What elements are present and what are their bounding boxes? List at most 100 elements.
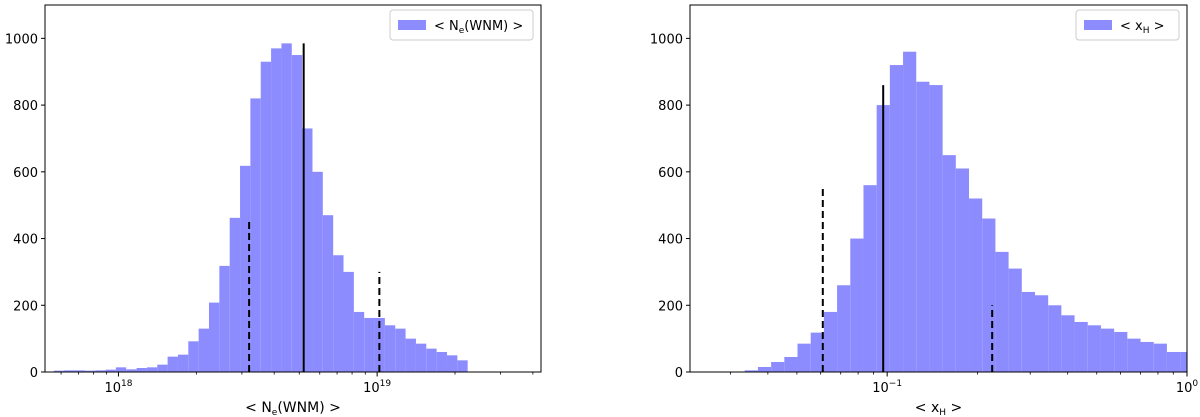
histogram-bar [115,367,127,372]
histogram-bar [744,370,758,372]
y-tick-label: 400 [13,233,38,248]
histogram-bar [343,271,354,372]
histogram-bar [198,328,209,372]
x-axis-label: < Ne(WNM) > [245,400,341,417]
histogram-bar [229,217,241,372]
histogram-bar [982,218,996,372]
histogram-bar [415,343,427,372]
y-tick-label: 1000 [650,32,683,47]
histogram-bar [146,367,158,372]
y-tick-label: 0 [675,366,683,381]
histogram-bar [757,366,772,372]
y-tick-label: 400 [658,233,683,248]
x-tick-label: 1019 [363,379,391,396]
histogram-bar [157,364,168,372]
axes-frame [44,4,542,373]
histogram-bar [1127,338,1141,372]
histogram-bar [1193,354,1200,372]
histogram-bar [136,367,147,372]
histogram-bar [260,61,272,372]
histogram-bar [1140,341,1154,372]
histogram-bar [1061,315,1075,372]
histogram-bar [177,354,189,372]
histogram-bar [281,43,292,372]
histogram-bar [995,251,1009,372]
histogram-bar [312,171,323,372]
histogram-bar [322,215,334,372]
histogram-bar [1008,268,1022,372]
histogram-bar [302,128,313,372]
histogram-bar [916,81,930,372]
x-tick-label: 100 [1176,379,1199,396]
histogram-bar [1034,295,1049,372]
histogram-bar [1166,351,1181,372]
histogram-bar [105,369,116,372]
histogram-bar [1153,343,1167,372]
histogram-bar [436,351,447,372]
legend-box [1075,9,1180,41]
histogram-bar [850,238,864,372]
histogram-bar [167,356,178,372]
legend-swatch [1084,20,1112,30]
histogram-bar [784,356,798,372]
legend-label: < xH > [1120,19,1165,36]
y-tick-label: 800 [13,99,38,114]
histogram-bar [889,65,904,372]
histogram-bar [271,48,282,372]
legend: < Ne(WNM) > [389,9,534,41]
histogram-bar [863,185,877,372]
legend-swatch [398,20,426,30]
histogram-bar [955,168,970,372]
histogram-bar [95,370,106,372]
histogram-bar [929,85,943,372]
y-tick-label: 0 [30,366,38,381]
y-tick-label: 600 [658,166,683,181]
bars [53,43,468,372]
histogram-bar [53,370,65,372]
y-tick-label: 200 [658,299,683,314]
histogram-bar [1180,351,1187,372]
legend-label: < Ne(WNM) > [434,19,523,36]
bars [744,51,1200,372]
y-tick-label: 800 [658,99,683,114]
histogram-bar [823,311,838,372]
histogram-bar [219,265,230,372]
histogram-bar [240,165,251,372]
histogram-bar [64,370,75,372]
histogram-bar [426,348,437,372]
histogram-bar [74,370,85,372]
histogram-bar [405,338,416,372]
histogram-bar [384,325,396,372]
histogram-bar [250,98,261,372]
histogram-bar [1074,321,1088,372]
y-tick-label: 1000 [5,32,38,47]
histogram-bar [395,328,406,372]
histogram-bar [903,51,917,372]
histogram-bar [1048,305,1062,372]
y-tick-label: 200 [13,299,38,314]
x-tick-label: 1018 [104,379,132,396]
histogram-bar [457,360,468,372]
chart-panel-2: 0 200 400 600 800 1000 10−1 100 < xH > < xH > [650,4,1200,417]
histogram-bar [208,302,220,372]
histogram-bar [446,355,458,372]
histogram-bar [84,370,96,372]
histogram-bar [126,369,137,372]
histogram-bar [810,332,824,372]
histogram-bar [942,155,956,372]
x-axis-label: < xH > [915,400,962,417]
axes-frame [689,4,1188,373]
histogram-bar [188,341,199,372]
histogram-bar [1087,325,1101,372]
histogram-bar [797,343,811,372]
histogram-bar [1114,331,1128,372]
legend: < xH > [1075,9,1180,41]
y-tick-label: 600 [13,166,38,181]
x-tick-label: 10−1 [872,379,902,396]
histogram-bar [969,198,983,372]
histogram-bar [837,285,851,372]
chart-panel-1: 0 200 400 600 800 1000 1018 1019 < Ne(WNM) > < Ne… [5,4,542,417]
histogram-bar [1100,328,1115,372]
histogram-bar [1021,291,1035,372]
